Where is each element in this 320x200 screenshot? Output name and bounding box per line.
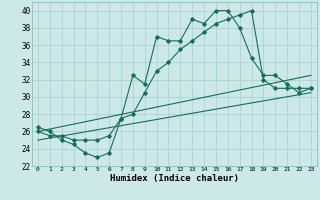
X-axis label: Humidex (Indice chaleur): Humidex (Indice chaleur) bbox=[110, 174, 239, 183]
